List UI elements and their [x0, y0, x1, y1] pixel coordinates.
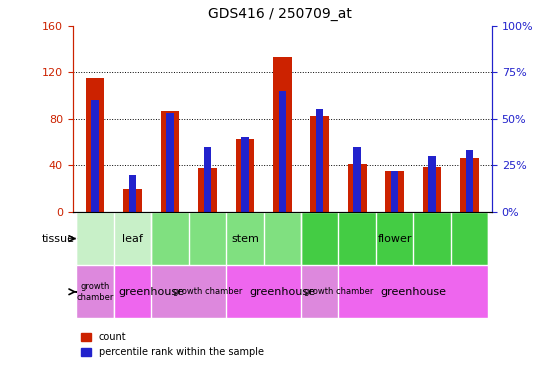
FancyBboxPatch shape	[301, 265, 376, 318]
Bar	[428, 156, 436, 212]
Bar	[423, 167, 442, 212]
Text: tissue: tissue	[41, 234, 74, 243]
FancyBboxPatch shape	[338, 265, 488, 318]
FancyBboxPatch shape	[226, 265, 338, 318]
Bar	[466, 150, 473, 212]
Bar	[460, 158, 479, 212]
Bar	[391, 171, 399, 212]
FancyBboxPatch shape	[301, 212, 488, 265]
Bar	[86, 78, 105, 212]
Legend: count, percentile rank within the sample: count, percentile rank within the sample	[78, 329, 268, 361]
Bar	[235, 139, 254, 212]
Bar	[198, 168, 217, 212]
Bar	[241, 137, 249, 212]
Bar	[166, 113, 174, 212]
Text: greenhouse: greenhouse	[380, 287, 446, 297]
Bar	[310, 116, 329, 212]
Bar	[316, 109, 324, 212]
Text: GDS416 / 250709_at: GDS416 / 250709_at	[207, 7, 352, 21]
Text: stem: stem	[231, 234, 259, 243]
Text: growth chamber: growth chamber	[173, 287, 242, 296]
Bar	[273, 57, 292, 212]
Text: growth
chamber: growth chamber	[77, 282, 114, 302]
FancyBboxPatch shape	[77, 265, 114, 318]
Bar	[123, 188, 142, 212]
FancyBboxPatch shape	[77, 212, 189, 265]
Text: growth chamber: growth chamber	[304, 287, 373, 296]
Text: greenhouse: greenhouse	[249, 287, 315, 297]
Text: greenhouse: greenhouse	[119, 287, 184, 297]
Text: leaf: leaf	[122, 234, 143, 243]
FancyBboxPatch shape	[114, 265, 189, 318]
Bar	[91, 100, 99, 212]
Bar	[385, 171, 404, 212]
FancyBboxPatch shape	[151, 265, 264, 318]
Bar	[353, 147, 361, 212]
Bar	[160, 111, 179, 212]
Bar	[129, 175, 136, 212]
Bar	[278, 91, 286, 212]
Bar	[348, 164, 367, 212]
FancyBboxPatch shape	[151, 212, 338, 265]
Text: flower: flower	[377, 234, 412, 243]
Bar	[203, 147, 211, 212]
